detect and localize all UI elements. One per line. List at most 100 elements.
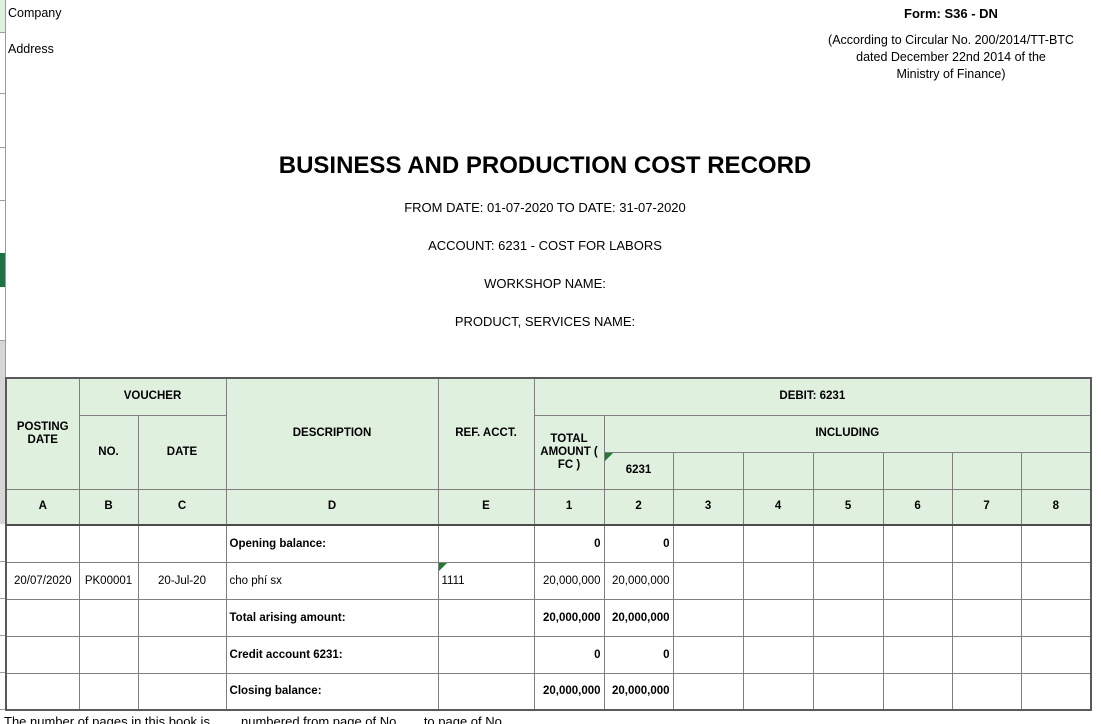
letter-cell[interactable]: 8 bbox=[1020, 488, 1092, 526]
cell-voucher-no[interactable] bbox=[78, 672, 139, 711]
circular-reference-line1: (According to Circular No. 200/2014/TT-B… bbox=[828, 33, 1074, 47]
cell-description[interactable]: Credit account 6231: bbox=[225, 635, 439, 674]
cell-empty[interactable] bbox=[742, 672, 814, 711]
letter-cell[interactable]: E bbox=[437, 488, 535, 526]
cell-6231-amount[interactable]: 0 bbox=[603, 635, 674, 674]
letter-cell[interactable]: B bbox=[78, 488, 139, 526]
cell-empty[interactable] bbox=[812, 635, 884, 674]
cell-total-amount[interactable]: 20,000,000 bbox=[533, 598, 605, 637]
letter-cell[interactable]: 7 bbox=[951, 488, 1022, 526]
cell-empty[interactable] bbox=[882, 561, 953, 600]
cell-empty[interactable] bbox=[812, 598, 884, 637]
cell-empty[interactable] bbox=[1020, 524, 1092, 563]
cell-total-amount[interactable]: 0 bbox=[533, 635, 605, 674]
cell-empty[interactable] bbox=[742, 635, 814, 674]
cell-ref-acct[interactable] bbox=[437, 598, 535, 637]
product-line: PRODUCT, SERVICES NAME: bbox=[454, 314, 636, 329]
cell-voucher-date[interactable] bbox=[137, 672, 227, 711]
cell-empty[interactable] bbox=[882, 672, 953, 711]
cell-empty[interactable] bbox=[672, 524, 744, 563]
col-header-voucher-date[interactable]: DATE bbox=[137, 414, 227, 490]
cell-empty[interactable] bbox=[672, 561, 744, 600]
col-header-sub-empty[interactable] bbox=[882, 451, 953, 490]
cell-total-amount[interactable]: 20,000,000 bbox=[533, 672, 605, 711]
date-range-line: FROM DATE: 01-07-2020 TO DATE: 31-07-202… bbox=[404, 200, 686, 215]
col-header-posting-date[interactable]: POSTING DATE bbox=[5, 377, 80, 490]
cell-posting-date[interactable] bbox=[5, 524, 80, 563]
cell-empty[interactable] bbox=[951, 672, 1022, 711]
col-header-sub-6231[interactable]: 6231 bbox=[603, 451, 674, 490]
letter-cell[interactable]: C bbox=[137, 488, 227, 526]
cell-empty[interactable] bbox=[672, 635, 744, 674]
letter-cell[interactable]: 4 bbox=[742, 488, 814, 526]
col-header-sub-empty[interactable] bbox=[672, 451, 744, 490]
cell-empty[interactable] bbox=[1020, 561, 1092, 600]
cell-voucher-date[interactable]: 20-Jul-20 bbox=[137, 561, 227, 600]
letter-cell[interactable]: A bbox=[5, 488, 80, 526]
letter-cell[interactable]: 6 bbox=[882, 488, 953, 526]
cell-description[interactable]: cho phí sx bbox=[225, 561, 439, 600]
cell-empty[interactable] bbox=[742, 524, 814, 563]
col-header-description[interactable]: DESCRIPTION bbox=[225, 377, 439, 490]
cell-empty[interactable] bbox=[882, 524, 953, 563]
col-header-sub-empty[interactable] bbox=[1020, 451, 1092, 490]
cell-posting-date[interactable] bbox=[5, 635, 80, 674]
cell-empty[interactable] bbox=[672, 672, 744, 711]
cell-voucher-no[interactable]: PK00001 bbox=[78, 561, 139, 600]
cell-empty[interactable] bbox=[951, 524, 1022, 563]
cell-empty[interactable] bbox=[951, 635, 1022, 674]
cell-total-amount[interactable]: 20,000,000 bbox=[533, 561, 605, 600]
form-code: Form: S36 - DN bbox=[904, 6, 998, 21]
col-header-voucher-no[interactable]: NO. bbox=[78, 414, 139, 490]
cell-6231-amount[interactable]: 20,000,000 bbox=[603, 598, 674, 637]
cell-voucher-date[interactable] bbox=[137, 524, 227, 563]
col-header-total-amount[interactable]: TOTAL AMOUNT ( FC ) bbox=[533, 414, 605, 490]
col-header-ref-acct[interactable]: REF. ACCT. bbox=[437, 377, 535, 490]
cell-description[interactable]: Total arising amount: bbox=[225, 598, 439, 637]
col-header-including[interactable]: INCLUDING bbox=[603, 414, 1092, 453]
letter-cell[interactable]: 5 bbox=[812, 488, 884, 526]
cell-total-amount[interactable]: 0 bbox=[533, 524, 605, 563]
cell-ref-acct[interactable] bbox=[437, 672, 535, 711]
cell-ref-acct[interactable]: 1111 bbox=[437, 561, 535, 600]
cell-empty[interactable] bbox=[812, 672, 884, 711]
company-label: Company bbox=[8, 6, 62, 20]
letter-cell[interactable]: 1 bbox=[533, 488, 605, 526]
cell-empty[interactable] bbox=[1020, 598, 1092, 637]
cell-description[interactable]: Closing balance: bbox=[225, 672, 439, 711]
cell-6231-amount[interactable]: 20,000,000 bbox=[603, 672, 674, 711]
cell-empty[interactable] bbox=[951, 598, 1022, 637]
col-header-sub-empty[interactable] bbox=[812, 451, 884, 490]
cell-ref-acct[interactable] bbox=[437, 635, 535, 674]
cell-voucher-no[interactable] bbox=[78, 598, 139, 637]
grid-line bbox=[0, 32, 5, 33]
cell-empty[interactable] bbox=[812, 524, 884, 563]
letter-cell[interactable]: D bbox=[225, 488, 439, 526]
cell-voucher-date[interactable] bbox=[137, 598, 227, 637]
cell-voucher-no[interactable] bbox=[78, 524, 139, 563]
cell-description[interactable]: Opening balance: bbox=[225, 524, 439, 563]
cell-posting-date[interactable] bbox=[5, 598, 80, 637]
cell-empty[interactable] bbox=[882, 635, 953, 674]
cell-posting-date[interactable] bbox=[5, 672, 80, 711]
cell-voucher-date[interactable] bbox=[137, 635, 227, 674]
cell-ref-acct[interactable] bbox=[437, 524, 535, 563]
cell-empty[interactable] bbox=[742, 598, 814, 637]
col-header-sub-empty[interactable] bbox=[951, 451, 1022, 490]
cell-empty[interactable] bbox=[812, 561, 884, 600]
col-header-sub-empty[interactable] bbox=[742, 451, 814, 490]
col-header-voucher[interactable]: VOUCHER bbox=[78, 377, 227, 416]
cell-empty[interactable] bbox=[672, 598, 744, 637]
cell-empty[interactable] bbox=[1020, 672, 1092, 711]
cell-posting-date[interactable]: 20/07/2020 bbox=[5, 561, 80, 600]
cell-empty[interactable] bbox=[1020, 635, 1092, 674]
cell-empty[interactable] bbox=[951, 561, 1022, 600]
letter-cell[interactable]: 2 bbox=[603, 488, 674, 526]
cell-empty[interactable] bbox=[742, 561, 814, 600]
cell-6231-amount[interactable]: 0 bbox=[603, 524, 674, 563]
cell-voucher-no[interactable] bbox=[78, 635, 139, 674]
cell-6231-amount[interactable]: 20,000,000 bbox=[603, 561, 674, 600]
letter-cell[interactable]: 3 bbox=[672, 488, 744, 526]
col-header-debit[interactable]: DEBIT: 6231 bbox=[533, 377, 1092, 416]
cell-empty[interactable] bbox=[882, 598, 953, 637]
